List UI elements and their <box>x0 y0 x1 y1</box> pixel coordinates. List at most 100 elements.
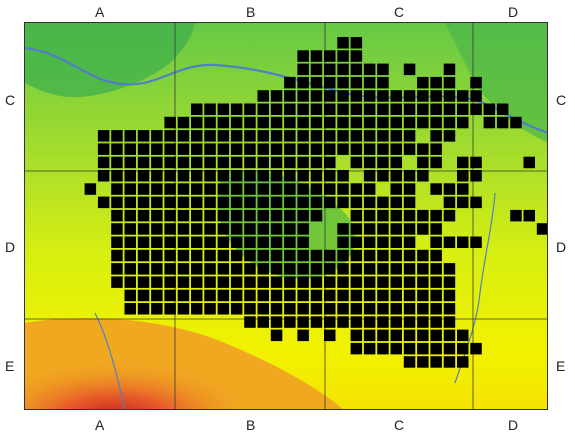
occupied-cell <box>244 263 256 275</box>
occupied-cell <box>417 116 429 129</box>
occupied-cell <box>297 263 309 275</box>
occupied-cell <box>377 209 389 222</box>
occupied-cell <box>297 276 309 288</box>
occupied-cell <box>430 356 442 368</box>
occupied-cell <box>417 303 429 315</box>
occupied-cell <box>350 116 363 129</box>
occupied-cell <box>457 116 469 129</box>
occupied-cell <box>417 249 429 262</box>
occupied-cell <box>430 76 442 89</box>
occupied-cell <box>324 63 336 76</box>
occupied-cell <box>230 183 243 195</box>
occupied-cell <box>191 289 203 302</box>
occupied-cell <box>390 209 402 222</box>
occupied-cell <box>137 263 150 275</box>
occupied-cell <box>350 276 363 288</box>
occupied-cell <box>137 303 150 315</box>
occupied-cell <box>217 276 230 288</box>
occupied-cell <box>151 143 163 155</box>
occupied-cell <box>443 63 456 76</box>
occupied-cell <box>204 263 216 275</box>
occupied-cell <box>244 276 256 288</box>
occupied-cell <box>137 249 150 262</box>
occupied-cell <box>297 170 309 182</box>
occupied-cell <box>270 116 283 129</box>
occupied-cell <box>443 236 456 248</box>
occupied-cell <box>337 103 349 115</box>
occupied-cell <box>284 76 296 89</box>
occupied-cell <box>177 263 190 275</box>
occupied-cell <box>257 223 269 235</box>
occupied-cell <box>377 143 389 155</box>
occupied-cell <box>284 156 296 169</box>
occupied-cell <box>337 316 349 328</box>
occupied-cell <box>443 289 456 302</box>
occupied-cell <box>310 276 323 288</box>
occupied-cell <box>430 249 442 262</box>
occupied-cell <box>137 276 150 288</box>
occupied-cell <box>297 103 309 115</box>
occupied-cell <box>350 303 363 315</box>
occupied-cell <box>403 116 416 129</box>
occupied-cell <box>470 76 482 89</box>
occupied-cell <box>417 356 429 368</box>
occupied-cell <box>377 223 389 235</box>
occupied-cell <box>324 196 336 209</box>
occupied-cell <box>164 156 176 169</box>
occupied-cell <box>217 156 230 169</box>
occupied-cell <box>257 103 269 115</box>
occupied-cell <box>257 276 269 288</box>
occupied-cell <box>164 143 176 155</box>
occupied-cell <box>230 263 243 275</box>
occupied-cell <box>244 103 256 115</box>
occupied-cell <box>257 236 269 248</box>
occupied-cell <box>523 209 535 222</box>
occupied-cell <box>124 303 136 315</box>
occupied-cell <box>270 249 283 262</box>
occupied-cell <box>417 316 429 328</box>
occupied-cell <box>257 183 269 195</box>
occupied-cell <box>177 196 190 209</box>
occupied-cell <box>324 76 336 89</box>
occupied-cell <box>310 143 323 155</box>
occupied-cell <box>536 223 547 235</box>
occupied-cell <box>191 263 203 275</box>
occupied-cell <box>377 263 389 275</box>
occupied-cell <box>324 156 336 169</box>
occupied-cell <box>363 63 376 76</box>
occupied-cell <box>496 116 509 129</box>
occupied-cell <box>284 196 296 209</box>
occupied-cell <box>297 50 309 62</box>
occupied-cell <box>403 263 416 275</box>
occupied-cell <box>217 209 230 222</box>
occupied-cell <box>337 130 349 142</box>
occupied-cell <box>483 103 496 115</box>
occupied-cell <box>337 303 349 315</box>
occupied-cell <box>257 143 269 155</box>
occupied-cell <box>257 196 269 209</box>
occupied-cell <box>191 196 203 209</box>
occupied-cell <box>204 289 216 302</box>
occupied-cell <box>337 37 349 49</box>
occupied-cell <box>457 170 469 182</box>
occupied-cell <box>177 223 190 235</box>
occupied-cell <box>244 223 256 235</box>
occupied-cell <box>457 356 469 368</box>
occupied-cell <box>191 143 203 155</box>
occupied-cell <box>390 303 402 315</box>
occupied-cell <box>124 143 136 155</box>
occupied-cell <box>230 209 243 222</box>
occupied-cell <box>97 196 110 209</box>
occupied-cell <box>457 342 469 355</box>
northeast-valley <box>445 23 547 143</box>
occupied-cell <box>244 116 256 129</box>
occupied-cell <box>337 276 349 288</box>
occupied-cell <box>257 90 269 102</box>
occupied-cell <box>430 329 442 342</box>
column-label-a-top: A <box>95 4 105 20</box>
occupied-cell <box>204 116 216 129</box>
column-label-d-bottom: D <box>508 417 519 433</box>
occupied-cell <box>350 223 363 235</box>
occupied-cell <box>350 130 363 142</box>
occupied-cell <box>204 276 216 288</box>
